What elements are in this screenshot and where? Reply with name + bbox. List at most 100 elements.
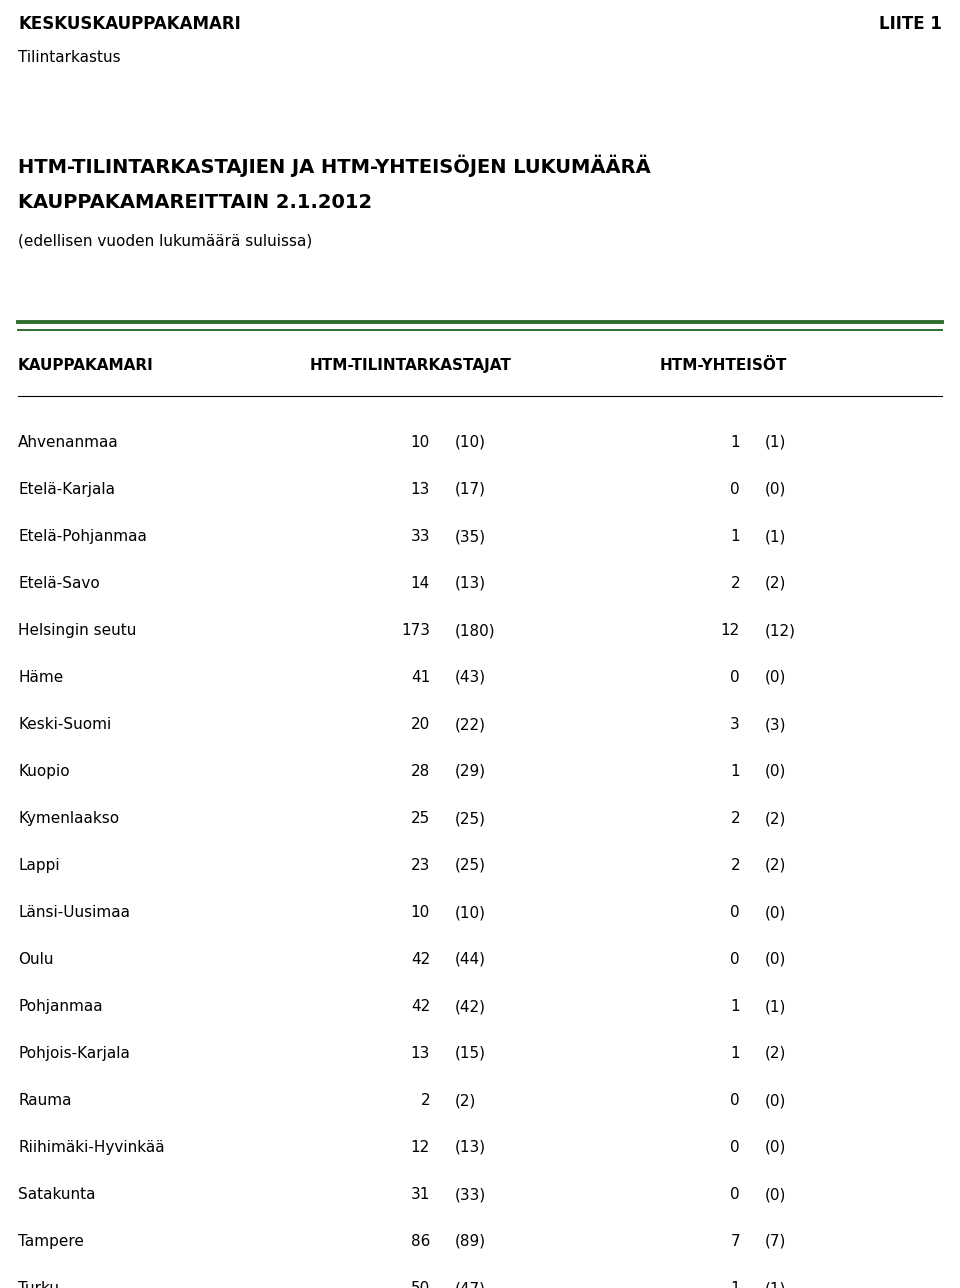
Text: LIITE 1: LIITE 1 [879,15,942,33]
Text: (1): (1) [765,999,786,1014]
Text: (0): (0) [765,482,786,497]
Text: (47): (47) [455,1282,486,1288]
Text: KESKUSKAUPPAKAMARI: KESKUSKAUPPAKAMARI [18,15,241,33]
Text: 2: 2 [731,858,740,873]
Text: Helsingin seutu: Helsingin seutu [18,623,136,638]
Text: (0): (0) [765,1188,786,1202]
Text: Tampere: Tampere [18,1234,84,1249]
Text: (25): (25) [455,858,486,873]
Text: (2): (2) [765,858,786,873]
Text: (3): (3) [765,717,786,732]
Text: KAUPPAKAMARI: KAUPPAKAMARI [18,358,154,374]
Text: 3: 3 [731,717,740,732]
Text: Oulu: Oulu [18,952,54,967]
Text: 50: 50 [411,1282,430,1288]
Text: 1: 1 [731,529,740,544]
Text: HTM-TILINTARKASTAJAT: HTM-TILINTARKASTAJAT [310,358,512,374]
Text: Ahvenanmaa: Ahvenanmaa [18,435,119,450]
Text: (89): (89) [455,1234,486,1249]
Text: 0: 0 [731,670,740,685]
Text: 0: 0 [731,1140,740,1155]
Text: 2: 2 [420,1094,430,1108]
Text: 1: 1 [731,1282,740,1288]
Text: (17): (17) [455,482,486,497]
Text: 25: 25 [411,811,430,826]
Text: 1: 1 [731,1046,740,1061]
Text: (1): (1) [765,435,786,450]
Text: (13): (13) [455,576,486,591]
Text: KAUPPAKAMAREITTAIN 2.1.2012: KAUPPAKAMAREITTAIN 2.1.2012 [18,193,372,213]
Text: 41: 41 [411,670,430,685]
Text: 2: 2 [731,576,740,591]
Text: Etelä-Karjala: Etelä-Karjala [18,482,115,497]
Text: 0: 0 [731,1094,740,1108]
Text: (2): (2) [765,576,786,591]
Text: 1: 1 [731,764,740,779]
Text: (2): (2) [765,811,786,826]
Text: Turku: Turku [18,1282,59,1288]
Text: Kymenlaakso: Kymenlaakso [18,811,119,826]
Text: (7): (7) [765,1234,786,1249]
Text: Etelä-Pohjanmaa: Etelä-Pohjanmaa [18,529,147,544]
Text: 12: 12 [721,623,740,638]
Text: (22): (22) [455,717,486,732]
Text: Kuopio: Kuopio [18,764,70,779]
Text: 28: 28 [411,764,430,779]
Text: 7: 7 [731,1234,740,1249]
Text: 1: 1 [731,999,740,1014]
Text: (0): (0) [765,1140,786,1155]
Text: 0: 0 [731,482,740,497]
Text: Lappi: Lappi [18,858,60,873]
Text: 13: 13 [411,482,430,497]
Text: Tilintarkastus: Tilintarkastus [18,50,121,64]
Text: (0): (0) [765,670,786,685]
Text: (10): (10) [455,435,486,450]
Text: (43): (43) [455,670,486,685]
Text: 31: 31 [411,1188,430,1202]
Text: (44): (44) [455,952,486,967]
Text: 23: 23 [411,858,430,873]
Text: 33: 33 [411,529,430,544]
Text: (29): (29) [455,764,486,779]
Text: 42: 42 [411,999,430,1014]
Text: 20: 20 [411,717,430,732]
Text: HTM-TILINTARKASTAJIEN JA HTM-YHTEISÖJEN LUKUMÄÄRÄ: HTM-TILINTARKASTAJIEN JA HTM-YHTEISÖJEN … [18,155,651,178]
Text: HTM-YHTEISÖT: HTM-YHTEISÖT [660,358,787,374]
Text: (12): (12) [765,623,796,638]
Text: Keski-Suomi: Keski-Suomi [18,717,111,732]
Text: 12: 12 [411,1140,430,1155]
Text: (2): (2) [455,1094,476,1108]
Text: 42: 42 [411,952,430,967]
Text: 10: 10 [411,435,430,450]
Text: (42): (42) [455,999,486,1014]
Text: 14: 14 [411,576,430,591]
Text: Etelä-Savo: Etelä-Savo [18,576,100,591]
Text: (35): (35) [455,529,486,544]
Text: (2): (2) [765,1046,786,1061]
Text: (0): (0) [765,952,786,967]
Text: Riihimäki-Hyvinkää: Riihimäki-Hyvinkää [18,1140,164,1155]
Text: (0): (0) [765,905,786,920]
Text: (15): (15) [455,1046,486,1061]
Text: 0: 0 [731,1188,740,1202]
Text: (180): (180) [455,623,495,638]
Text: 1: 1 [731,435,740,450]
Text: (10): (10) [455,905,486,920]
Text: 86: 86 [411,1234,430,1249]
Text: (edellisen vuoden lukumäärä suluissa): (edellisen vuoden lukumäärä suluissa) [18,233,312,249]
Text: Pohjanmaa: Pohjanmaa [18,999,103,1014]
Text: (13): (13) [455,1140,486,1155]
Text: (0): (0) [765,1094,786,1108]
Text: 10: 10 [411,905,430,920]
Text: 2: 2 [731,811,740,826]
Text: (1): (1) [765,529,786,544]
Text: 13: 13 [411,1046,430,1061]
Text: 0: 0 [731,952,740,967]
Text: Rauma: Rauma [18,1094,71,1108]
Text: Länsi-Uusimaa: Länsi-Uusimaa [18,905,130,920]
Text: (33): (33) [455,1188,487,1202]
Text: (1): (1) [765,1282,786,1288]
Text: (0): (0) [765,764,786,779]
Text: Pohjois-Karjala: Pohjois-Karjala [18,1046,130,1061]
Text: Satakunta: Satakunta [18,1188,95,1202]
